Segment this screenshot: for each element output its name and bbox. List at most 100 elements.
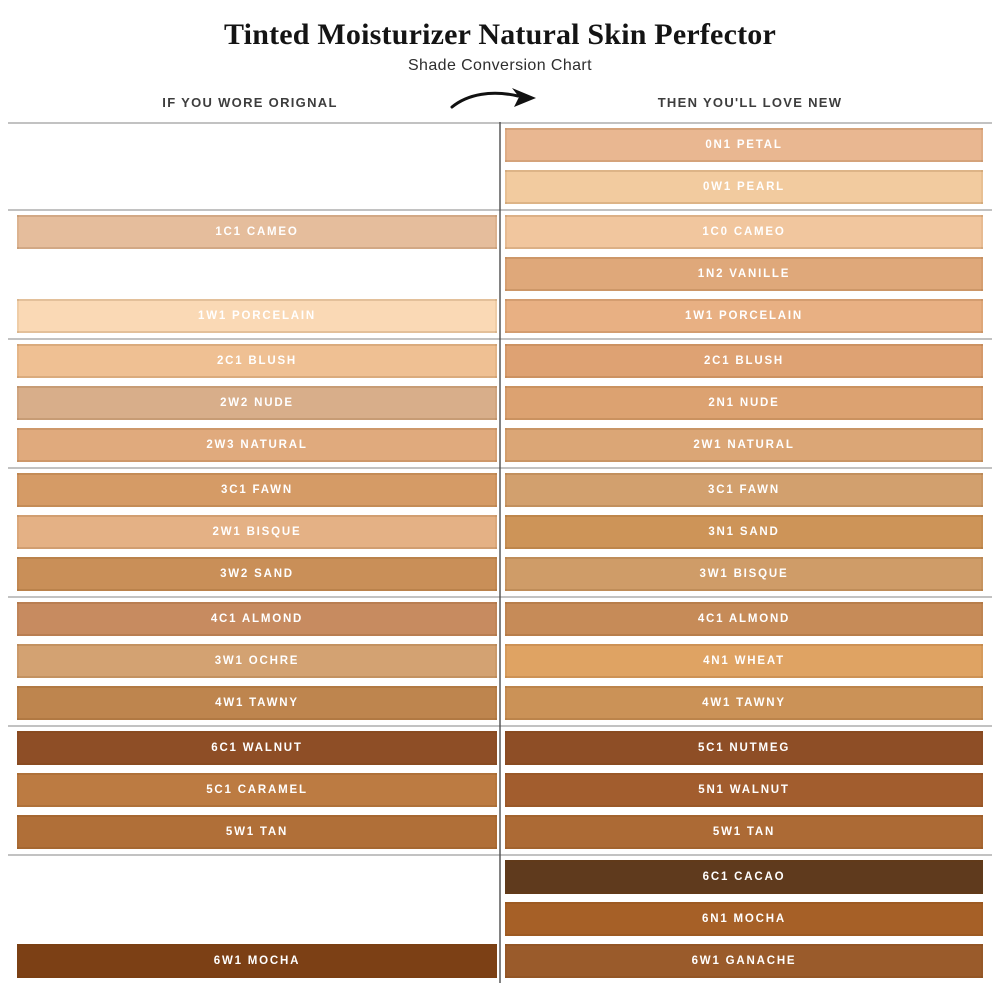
shade-label: 6C1 CACAO (702, 871, 786, 883)
column-divider-line (499, 122, 501, 983)
shade-label: 3W2 SAND (220, 568, 294, 580)
shade-row: 6W1 MOCHA 6W1 GANACHE (8, 944, 992, 978)
shade-bar-left: 4W1 TAWNY (17, 686, 497, 720)
page-subtitle: Shade Conversion Chart (407, 57, 592, 74)
shade-bar-right: 1N2 VANILLE (505, 257, 983, 291)
shade-bar-right: 1C0 CAMEO (505, 215, 983, 249)
shade-row: 5C1 CARAMEL 5N1 WALNUT (8, 773, 992, 807)
shade-label: 1W1 PORCELAIN (685, 310, 803, 322)
shade-bar-right: 2N1 NUDE (505, 386, 983, 420)
shade-row: 1C1 CAMEO 1C0 CAMEO (8, 215, 992, 249)
shade-label: 5N1 WALNUT (698, 784, 790, 796)
shade-bar-right: 6C1 CACAO (505, 860, 983, 894)
shade-row: 1N2 VANILLE (8, 257, 992, 291)
shade-group-1: 1C1 CAMEO 1C0 CAMEO 1N2 VANILLE 1W1 PORCELA… (8, 209, 992, 338)
shade-bar-right: 2W1 NATURAL (505, 428, 983, 462)
shade-label: 5W1 TAN (712, 826, 776, 838)
shade-label: 2W2 NUDE (220, 397, 294, 409)
shade-label: 1N2 VANILLE (697, 268, 791, 280)
shade-row: 6N1 MOCHA (8, 902, 992, 936)
shade-bar-left: 5C1 CARAMEL (17, 773, 497, 807)
shade-bar-left: 1W1 PORCELAIN (17, 299, 497, 333)
shade-label: 1W1 PORCELAIN (198, 310, 316, 322)
shade-label: 4N1 WHEAT (703, 655, 785, 667)
shade-bar-right: 2C1 BLUSH (505, 344, 983, 378)
shade-label: 4W1 TAWNY (702, 697, 786, 709)
shade-bar-right: 3C1 FAWN (505, 473, 983, 507)
shade-bar-left: 3W1 OCHRE (17, 644, 497, 678)
shade-label: 2W1 NATURAL (693, 439, 795, 451)
shade-bar-right: 3N1 SAND (505, 515, 983, 549)
shade-label: 2N1 NUDE (708, 397, 780, 409)
shade-bar-right: 1W1 PORCELAIN (505, 299, 983, 333)
shade-group-6: 6C1 CACAO 6N1 MOCHA 6W1 MOCHA 6W1 GANACHE (8, 854, 992, 983)
shade-label: 2W1 BISQUE (212, 526, 302, 538)
shade-bar-left: 3W2 SAND (17, 557, 497, 591)
curved-right-arrow-icon (448, 84, 540, 114)
shade-bar-left: 2W3 NATURAL (17, 428, 497, 462)
shade-row: 3C1 FAWN 3C1 FAWN (8, 473, 992, 507)
shade-bar-right: 5C1 NUTMEG (505, 731, 983, 765)
shade-row: 2W2 NUDE 2N1 NUDE (8, 386, 992, 420)
shade-label: 4C1 ALMOND (210, 613, 304, 625)
shade-label: 1C1 CAMEO (215, 226, 299, 238)
shade-row: 2W3 NATURAL 2W1 NATURAL (8, 428, 992, 462)
shade-label: 3W1 OCHRE (214, 655, 300, 667)
shade-label: 2W3 NATURAL (206, 439, 308, 451)
shade-label: 5W1 TAN (225, 826, 289, 838)
shade-bar-right: 0N1 PETAL (505, 128, 983, 162)
shade-row: 0N1 PETAL (8, 128, 992, 162)
page-title: Tinted Moisturizer Natural Skin Perfecto… (224, 18, 776, 51)
shade-bar-right: 3W1 BISQUE (505, 557, 983, 591)
shade-bar-left: 1C1 CAMEO (17, 215, 497, 249)
shade-label: 0N1 PETAL (705, 139, 783, 151)
shade-bar-right: 4W1 TAWNY (505, 686, 983, 720)
shade-row: 4W1 TAWNY 4W1 TAWNY (8, 686, 992, 720)
shade-bar-right: 0W1 PEARL (505, 170, 983, 204)
shade-group-4: 4C1 ALMOND 4C1 ALMOND 3W1 OCHRE 4N1 WHEAT 4W… (8, 596, 992, 725)
shade-label: 2C1 BLUSH (216, 355, 298, 367)
shade-label: 1C0 CAMEO (702, 226, 786, 238)
shade-bar-left: 2W1 BISQUE (17, 515, 497, 549)
shade-conversion-chart: 0N1 PETAL 0W1 PEARL 1C1 CAMEO 1C0 CAMEO 1N2 … (8, 122, 992, 983)
shade-label: 3W1 BISQUE (699, 568, 789, 580)
shade-label: 6W1 MOCHA (213, 955, 301, 967)
shade-label: 4W1 TAWNY (215, 697, 299, 709)
shade-row: 3W2 SAND 3W1 BISQUE (8, 557, 992, 591)
shade-group-0: 0N1 PETAL 0W1 PEARL (8, 122, 992, 209)
shade-bar-left: 3C1 FAWN (17, 473, 497, 507)
column-header-new: THEN YOU'LL LOVE NEW (657, 95, 843, 110)
shade-bar-right: 6W1 GANACHE (505, 944, 983, 978)
shade-label: 5C1 CARAMEL (206, 784, 308, 796)
shade-label: 2C1 BLUSH (703, 355, 785, 367)
shade-bar-right: 4C1 ALMOND (505, 602, 983, 636)
column-header-original: IF YOU WORE ORIGNAL (162, 95, 338, 110)
shade-row: 6C1 CACAO (8, 860, 992, 894)
shade-label: 4C1 ALMOND (697, 613, 791, 625)
shade-row: 3W1 OCHRE 4N1 WHEAT (8, 644, 992, 678)
shade-label: 3C1 FAWN (708, 484, 780, 496)
shade-row: 2W1 BISQUE 3N1 SAND (8, 515, 992, 549)
shade-row: 4C1 ALMOND 4C1 ALMOND (8, 602, 992, 636)
shade-label: 3C1 FAWN (221, 484, 293, 496)
shade-bar-right: 5W1 TAN (505, 815, 983, 849)
shade-row: 1W1 PORCELAIN 1W1 PORCELAIN (8, 299, 992, 333)
shade-bar-right: 4N1 WHEAT (505, 644, 983, 678)
shade-bar-left: 2W2 NUDE (17, 386, 497, 420)
shade-label: 3N1 SAND (708, 526, 780, 538)
shade-row: 2C1 BLUSH 2C1 BLUSH (8, 344, 992, 378)
shade-label: 6W1 GANACHE (691, 955, 797, 967)
shade-bar-left: 4C1 ALMOND (17, 602, 497, 636)
shade-label: 6N1 MOCHA (702, 913, 786, 925)
shade-bar-left: 2C1 BLUSH (17, 344, 497, 378)
shade-label: 0W1 PEARL (702, 181, 786, 193)
shade-group-3: 3C1 FAWN 3C1 FAWN 2W1 BISQUE 3N1 SAND 3W2 SA… (8, 467, 992, 596)
shade-row: 5W1 TAN 5W1 TAN (8, 815, 992, 849)
shade-row: 0W1 PEARL (8, 170, 992, 204)
shade-row: 6C1 WALNUT 5C1 NUTMEG (8, 731, 992, 765)
shade-bar-right: 5N1 WALNUT (505, 773, 983, 807)
shade-bar-right: 6N1 MOCHA (505, 902, 983, 936)
shade-bar-left: 5W1 TAN (17, 815, 497, 849)
shade-bar-left: 6W1 MOCHA (17, 944, 497, 978)
shade-bar-left: 6C1 WALNUT (17, 731, 497, 765)
